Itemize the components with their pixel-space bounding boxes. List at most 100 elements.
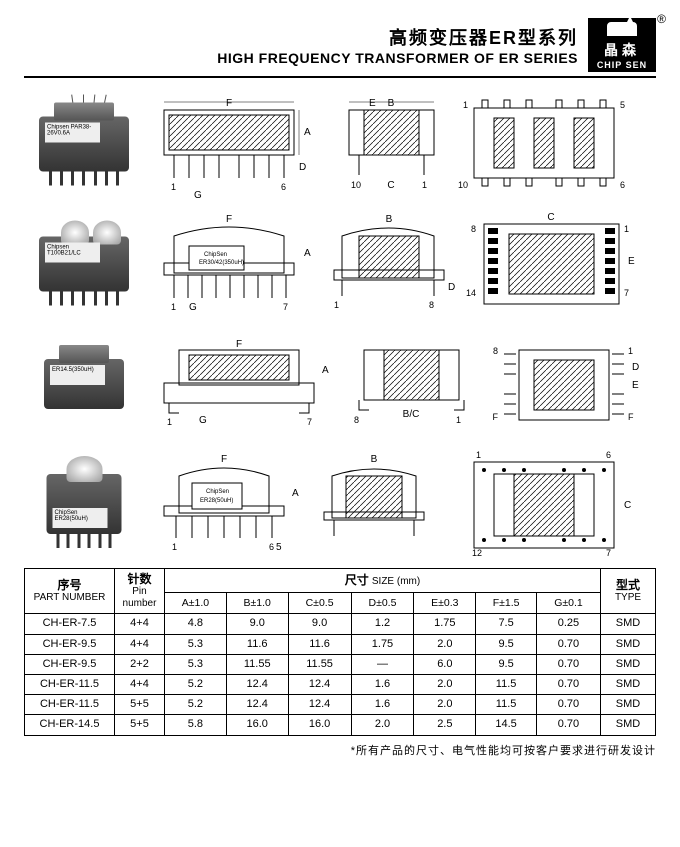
svg-text:5: 5 bbox=[276, 542, 282, 553]
cell-val: 5.8 bbox=[165, 715, 227, 735]
svg-text:C: C bbox=[624, 500, 631, 511]
page-header: 高频变压器ER型系列 HIGH FREQUENCY TRANSFORMER OF… bbox=[24, 18, 656, 78]
hdr-size-col: D±0.5 bbox=[351, 593, 414, 614]
svg-text:A: A bbox=[292, 488, 299, 499]
hdr-size-col: A±1.0 bbox=[165, 593, 227, 614]
table-row: CH-ER-11.54+45.212.412.41.62.011.50.70SM… bbox=[25, 674, 656, 694]
cell-val: 2.5 bbox=[414, 715, 476, 735]
svg-text:F: F bbox=[221, 454, 227, 465]
svg-text:7: 7 bbox=[624, 288, 629, 298]
technical-drawing: ChipSen ER30/42(350uH) 17 F A G bbox=[154, 210, 656, 318]
cell-val: 6.0 bbox=[414, 654, 476, 674]
hdr-size-col: F±1.5 bbox=[476, 593, 537, 614]
cell-val: 16.0 bbox=[288, 715, 351, 735]
cell-type: SMD bbox=[601, 695, 656, 715]
svg-text:A: A bbox=[304, 248, 311, 259]
diagram-row: ER14.5(350uH) 17 F A G bbox=[24, 330, 656, 438]
svg-text:10: 10 bbox=[351, 180, 361, 190]
svg-text:A: A bbox=[322, 365, 329, 376]
cell-pin: 4+4 bbox=[115, 614, 165, 634]
svg-text:14: 14 bbox=[466, 288, 476, 298]
svg-text:6: 6 bbox=[281, 182, 286, 192]
svg-text:D: D bbox=[299, 162, 306, 173]
svg-text:1: 1 bbox=[171, 182, 176, 192]
svg-text:D: D bbox=[448, 282, 455, 293]
table-row: CH-ER-9.52+25.311.5511.55—6.09.50.70SMD bbox=[25, 654, 656, 674]
diagram-row: Chipsen T100B21/LC ChipSen ER30/42(350uH… bbox=[24, 210, 656, 318]
technical-drawing: ChipSen ER28(50uH) 16 F A 5 bbox=[154, 450, 656, 558]
cell-val: 2.0 bbox=[414, 695, 476, 715]
cell-val: 1.75 bbox=[414, 614, 476, 634]
svg-text:10: 10 bbox=[458, 180, 468, 190]
svg-text:1: 1 bbox=[476, 450, 481, 460]
hdr-size-col: E±0.3 bbox=[414, 593, 476, 614]
cell-type: SMD bbox=[601, 634, 656, 654]
svg-text:ChipSen: ChipSen bbox=[206, 489, 229, 495]
table-row: CH-ER-14.55+55.816.016.02.02.514.50.70SM… bbox=[25, 715, 656, 735]
svg-text:6: 6 bbox=[269, 542, 274, 552]
product-photo: Chipsen PAR38-26V0.6A bbox=[24, 94, 144, 194]
cell-val: 9.0 bbox=[226, 614, 288, 634]
svg-text:F: F bbox=[236, 339, 242, 350]
hdr-size-col: C±0.5 bbox=[288, 593, 351, 614]
svg-text:1: 1 bbox=[456, 415, 461, 425]
logo-icon bbox=[607, 22, 637, 36]
cell-val: 4.8 bbox=[165, 614, 227, 634]
table-row: CH-ER-7.54+44.89.09.01.21.757.50.25SMD bbox=[25, 614, 656, 634]
cell-part: CH-ER-9.5 bbox=[25, 654, 115, 674]
technical-drawing: 1 7 F A G 8 1 B/C bbox=[154, 330, 656, 438]
cell-val: 11.5 bbox=[476, 674, 537, 694]
svg-text:E: E bbox=[628, 256, 635, 267]
cell-val: 9.5 bbox=[476, 634, 537, 654]
product-photo: Chipsen T100B21/LC bbox=[24, 214, 144, 314]
cell-val: 16.0 bbox=[226, 715, 288, 735]
svg-text:1: 1 bbox=[628, 346, 633, 356]
title-en: HIGH FREQUENCY TRANSFORMER OF ER SERIES bbox=[217, 50, 578, 66]
svg-text:B/C: B/C bbox=[403, 409, 420, 420]
table-row: CH-ER-11.55+55.212.412.41.62.011.50.70SM… bbox=[25, 695, 656, 715]
svg-text:1: 1 bbox=[463, 100, 468, 110]
svg-text:G: G bbox=[194, 190, 202, 198]
cell-type: SMD bbox=[601, 614, 656, 634]
svg-text:F: F bbox=[226, 98, 232, 109]
svg-text:8: 8 bbox=[493, 346, 498, 356]
diagram-row: Chipsen PAR38-26V0.6A bbox=[24, 90, 656, 198]
svg-text:C: C bbox=[547, 212, 554, 223]
cell-val: 9.5 bbox=[476, 654, 537, 674]
svg-text:D: D bbox=[632, 362, 639, 373]
cell-val: 12.4 bbox=[288, 695, 351, 715]
cell-val: 2.0 bbox=[414, 674, 476, 694]
svg-text:B: B bbox=[386, 214, 393, 225]
cell-val: 1.75 bbox=[351, 634, 414, 654]
product-photo: ChipSen ER28(50uH) bbox=[24, 454, 144, 554]
table-row: CH-ER-9.54+45.311.611.61.752.09.50.70SMD bbox=[25, 634, 656, 654]
svg-text:6: 6 bbox=[620, 180, 625, 190]
cell-val: 9.0 bbox=[288, 614, 351, 634]
logo-en: CHIP SEN bbox=[597, 60, 647, 70]
cell-val: 0.25 bbox=[536, 614, 600, 634]
svg-text:6: 6 bbox=[606, 450, 611, 460]
cell-val: 0.70 bbox=[536, 695, 600, 715]
hdr-type: 型式 TYPE bbox=[601, 569, 656, 614]
svg-text:7: 7 bbox=[307, 417, 312, 427]
cell-val: 0.70 bbox=[536, 715, 600, 735]
cell-part: CH-ER-11.5 bbox=[25, 695, 115, 715]
cell-type: SMD bbox=[601, 674, 656, 694]
svg-text:7: 7 bbox=[606, 548, 611, 558]
cell-val: 12.4 bbox=[288, 674, 351, 694]
cell-type: SMD bbox=[601, 715, 656, 735]
svg-text:1: 1 bbox=[171, 302, 176, 312]
cell-val: 12.4 bbox=[226, 695, 288, 715]
svg-text:1: 1 bbox=[334, 300, 339, 310]
cell-val: — bbox=[351, 654, 414, 674]
brand-logo: ® 晶森 CHIP SEN bbox=[588, 18, 656, 72]
svg-text:5: 5 bbox=[620, 100, 625, 110]
svg-text:7: 7 bbox=[283, 302, 288, 312]
svg-text:G: G bbox=[199, 415, 207, 426]
cell-pin: 4+4 bbox=[115, 634, 165, 654]
svg-text:C: C bbox=[387, 180, 394, 191]
svg-text:1: 1 bbox=[172, 542, 177, 552]
cell-part: CH-ER-7.5 bbox=[25, 614, 115, 634]
technical-drawing: 16 F A G D 101 B bbox=[154, 90, 656, 198]
cell-part: CH-ER-9.5 bbox=[25, 634, 115, 654]
